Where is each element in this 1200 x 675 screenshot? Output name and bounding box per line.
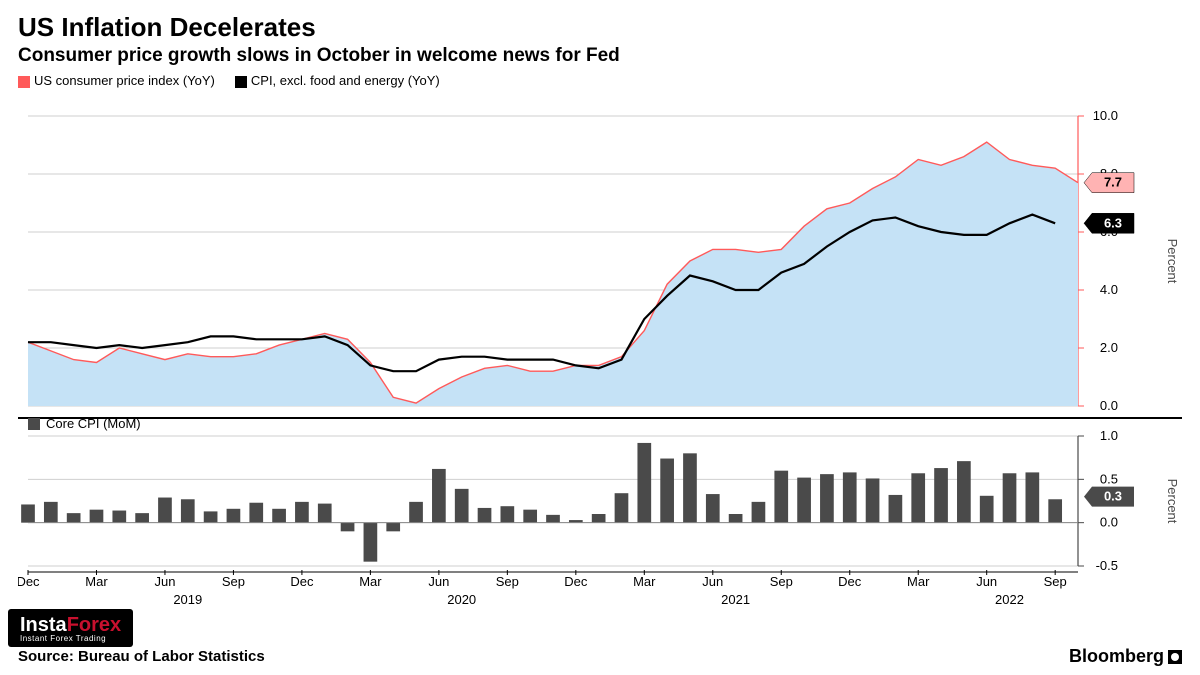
svg-text:Sep: Sep — [222, 574, 245, 589]
chart-svg: 0.02.04.06.08.010.0PercentCore CPI (MoM)… — [18, 90, 1182, 640]
svg-text:0.5: 0.5 — [1100, 471, 1118, 486]
svg-text:Jun: Jun — [428, 574, 449, 589]
svg-text:Core CPI (MoM): Core CPI (MoM) — [46, 416, 141, 431]
svg-text:Dec: Dec — [18, 574, 40, 589]
svg-text:1.0: 1.0 — [1100, 428, 1118, 443]
svg-text:Dec: Dec — [290, 574, 314, 589]
legend-top: US consumer price index (YoY)CPI, excl. … — [18, 73, 1182, 88]
svg-text:2019: 2019 — [173, 592, 202, 607]
svg-text:Percent: Percent — [1165, 479, 1180, 524]
watermark-instaforex: InstaForex Instant Forex Trading — [8, 609, 133, 647]
chart-area: 0.02.04.06.08.010.0PercentCore CPI (MoM)… — [18, 90, 1182, 640]
svg-text:Jun: Jun — [154, 574, 175, 589]
svg-text:2022: 2022 — [995, 592, 1024, 607]
svg-text:6.3: 6.3 — [1104, 215, 1122, 230]
svg-text:0.3: 0.3 — [1104, 489, 1122, 504]
svg-text:10.0: 10.0 — [1093, 108, 1118, 123]
svg-text:-0.5: -0.5 — [1096, 558, 1118, 573]
svg-text:Mar: Mar — [907, 574, 930, 589]
chart-title: US Inflation Decelerates — [18, 12, 1182, 43]
svg-text:2021: 2021 — [721, 592, 750, 607]
svg-text:Mar: Mar — [85, 574, 108, 589]
svg-text:Jun: Jun — [702, 574, 723, 589]
svg-text:Percent: Percent — [1165, 239, 1180, 284]
svg-text:0.0: 0.0 — [1100, 515, 1118, 530]
svg-text:Sep: Sep — [770, 574, 793, 589]
svg-text:Mar: Mar — [359, 574, 382, 589]
svg-text:4.0: 4.0 — [1100, 282, 1118, 297]
svg-text:Dec: Dec — [564, 574, 588, 589]
source-text: Source: Bureau of Labor Statistics — [18, 648, 265, 665]
svg-text:Sep: Sep — [496, 574, 519, 589]
svg-text:Mar: Mar — [633, 574, 656, 589]
brand-logo: Bloomberg — [1069, 646, 1182, 667]
chart-subtitle: Consumer price growth slows in October i… — [18, 45, 1182, 67]
svg-text:Dec: Dec — [838, 574, 862, 589]
svg-text:2.0: 2.0 — [1100, 340, 1118, 355]
svg-text:2020: 2020 — [447, 592, 476, 607]
svg-text:0.0: 0.0 — [1100, 398, 1118, 413]
svg-text:Jun: Jun — [976, 574, 997, 589]
svg-text:7.7: 7.7 — [1104, 175, 1122, 190]
svg-text:Sep: Sep — [1044, 574, 1067, 589]
